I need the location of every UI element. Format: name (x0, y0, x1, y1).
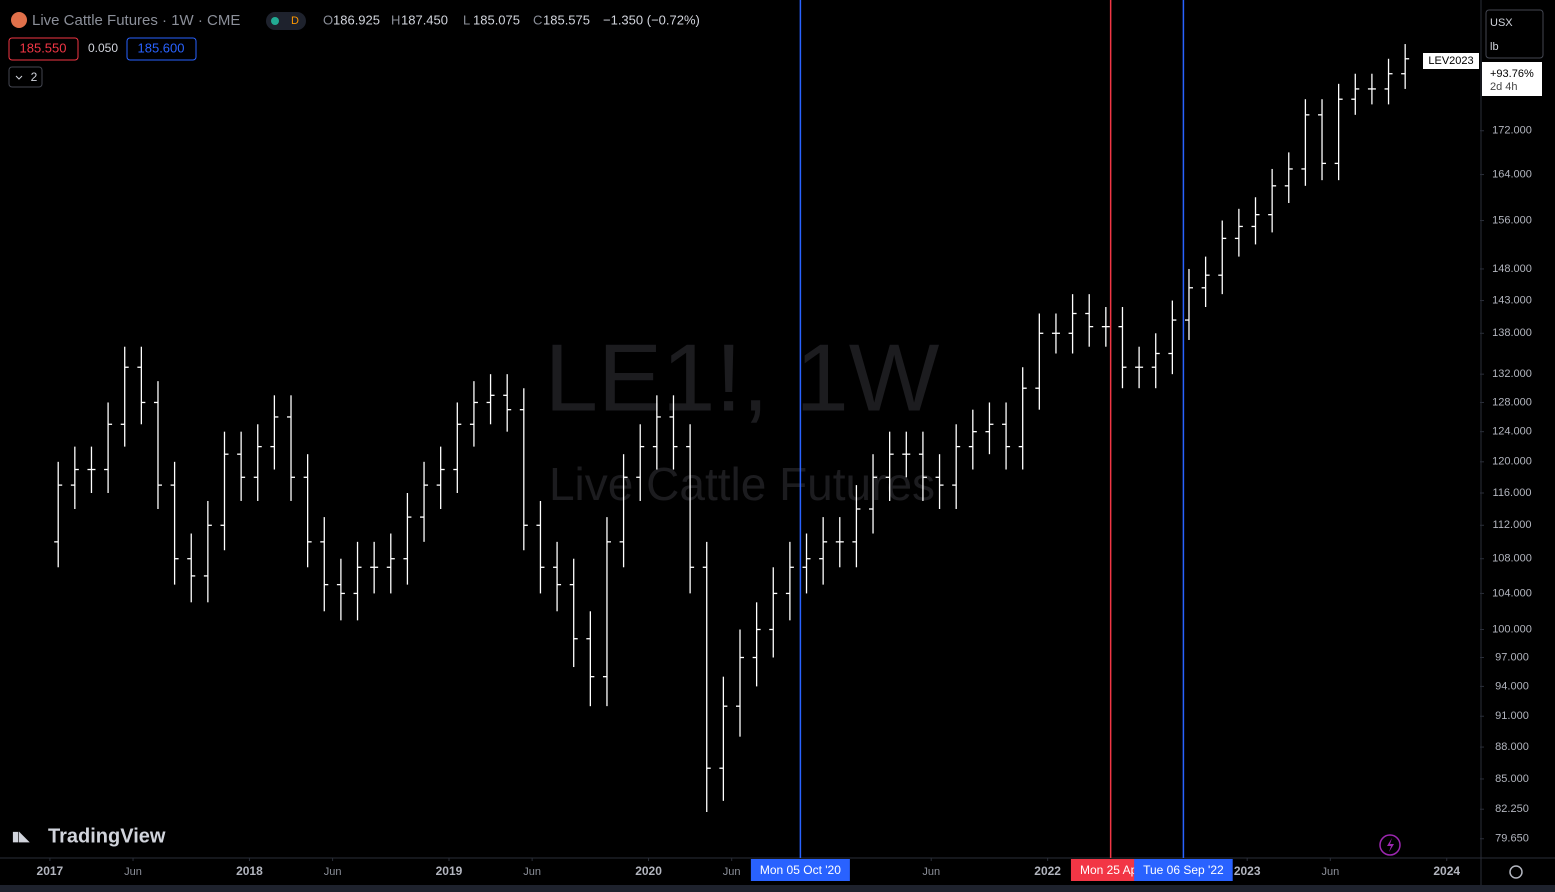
currency[interactable]: USX (1490, 17, 1513, 29)
y-tick-label: 88.000 (1495, 741, 1529, 753)
y-tick-label: 143.000 (1492, 294, 1532, 306)
y-tick-label: 124.000 (1492, 426, 1532, 438)
y-tick-label: 128.000 (1492, 396, 1532, 408)
x-tick-label: 2018 (236, 864, 263, 878)
logo-mark: ▮◣ (12, 828, 30, 843)
y-tick-label: 148.000 (1492, 263, 1532, 275)
symbol: Live Cattle Futures · 1W · CME (32, 12, 240, 29)
x-tick-label: Jun (723, 866, 741, 878)
bid-box[interactable] (8, 37, 79, 61)
contract: LEV2023 (1428, 55, 1473, 67)
date-label: Mon 25 Apr (1080, 863, 1141, 877)
x-tick-label: Jun (523, 866, 541, 878)
ohlc-key: L (463, 12, 470, 27)
last-price-box (1482, 62, 1542, 96)
y-tick-label: 108.000 (1492, 553, 1532, 565)
ohlc-key: O (323, 12, 333, 27)
date-label-box (1134, 859, 1233, 881)
ohlc-value: 186.925 (333, 12, 380, 27)
symbol-icon (11, 12, 27, 28)
y-tick-label: 85.000 (1495, 773, 1529, 785)
chevron (15, 75, 23, 80)
y-tick-label: 104.000 (1492, 587, 1532, 599)
x-tick-label: Jun (1321, 866, 1339, 878)
date-label-box (750, 859, 850, 881)
date-label: Mon 05 Oct '20 (760, 863, 841, 877)
x-tick-label: 2019 (436, 864, 463, 878)
status-dot (271, 17, 279, 25)
y-tick-label: 97.000 (1495, 651, 1529, 663)
bars (54, 44, 1410, 813)
x-tick-label: Jun (324, 866, 342, 878)
ohlc-value: 185.075 (473, 12, 520, 27)
y-tick-label: 100.000 (1492, 623, 1532, 635)
y-tick-label: 112.000 (1493, 519, 1532, 531)
x-tick-label: 2020 (635, 864, 662, 878)
x-tick-label: Jun (124, 866, 142, 878)
y-tick-label: 94.000 (1495, 680, 1529, 692)
indicators-toggle[interactable] (8, 66, 43, 88)
y-tick-label: 120.000 (1492, 456, 1532, 468)
y-tick-label: 132.000 (1492, 368, 1532, 380)
y-tick-label: 91.000 (1495, 710, 1529, 722)
ohlc-values: O 186.925 H 187.450 L 185.075 C 185.575 −1.350 (… (323, 12, 700, 27)
watermark-ticker: LE1!, 1W (545, 324, 940, 431)
x-tick-label: 2022 (1034, 864, 1061, 878)
flash-icon[interactable] (1379, 834, 1401, 856)
y-tick-label: 138.000 (1492, 327, 1532, 339)
y-tick-label: 164.000 (1492, 168, 1532, 180)
y-tick-label: 79.650 (1495, 833, 1529, 845)
countdown: 2d 4h (1490, 81, 1518, 93)
ohlc-key: C (533, 12, 542, 27)
unit-selector[interactable] (1485, 9, 1544, 59)
unit[interactable]: lb (1490, 41, 1499, 53)
status-pill (266, 12, 306, 30)
spread: 0.050 (88, 41, 118, 55)
watermark-name: Live Cattle Futures (549, 458, 935, 510)
x-tick-label: 2017 (37, 864, 64, 878)
y-tick-label: 116.000 (1493, 487, 1532, 499)
change-pct: +93.76% (1490, 68, 1534, 80)
y-tick-label: 82.250 (1495, 803, 1529, 815)
ohlc-change: −1.350 (−0.72%) (603, 12, 700, 27)
bid[interactable]: 185.550 (20, 40, 67, 55)
ohlc-value: 185.575 (543, 12, 590, 27)
settings-icon[interactable] (1509, 865, 1523, 879)
y-tick-label: 172.000 (1492, 125, 1532, 137)
bottom-strip (0, 885, 1555, 892)
contract-box (1423, 53, 1479, 69)
date-label-box (1070, 859, 1151, 881)
x-tick-label: 2023 (1234, 864, 1261, 878)
flash-bolt (1387, 838, 1394, 852)
ohlc-value: 187.450 (401, 12, 448, 27)
indicators-count[interactable]: 2 (31, 70, 38, 84)
badge[interactable]: D (291, 15, 299, 27)
ask[interactable]: 185.600 (138, 40, 185, 55)
x-tick-label: 2024 (1433, 864, 1460, 878)
y-tick-label: 156.000 (1492, 214, 1532, 226)
ohlc-key: H (391, 12, 400, 27)
date-label: Tue 06 Sep '22 (1143, 863, 1224, 877)
brand[interactable]: TradingView (48, 825, 166, 847)
ask-box[interactable] (126, 37, 197, 61)
x-tick-label: Jun (922, 866, 940, 878)
